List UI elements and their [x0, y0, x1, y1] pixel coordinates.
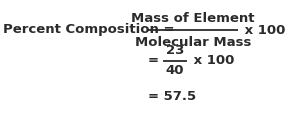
- Text: Mass of Element: Mass of Element: [131, 11, 255, 25]
- Text: Molecular Mass: Molecular Mass: [135, 36, 251, 48]
- Text: =: =: [148, 55, 164, 67]
- Text: x 100: x 100: [189, 55, 234, 67]
- Text: 40: 40: [166, 65, 184, 78]
- Text: Percent Composition =: Percent Composition =: [3, 23, 179, 36]
- Text: = 57.5: = 57.5: [148, 89, 196, 103]
- Text: 23: 23: [166, 44, 184, 57]
- Text: x 100: x 100: [240, 23, 285, 36]
